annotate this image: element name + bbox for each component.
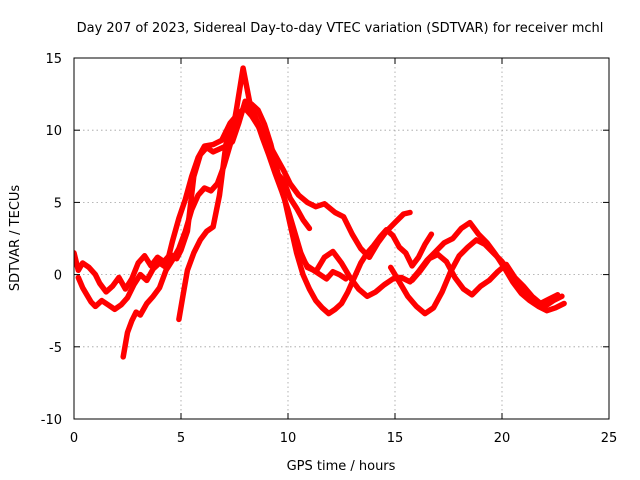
x-tick-label: 25 xyxy=(601,431,618,446)
y-tick-label: 0 xyxy=(54,269,62,284)
series-satellite-track-2 xyxy=(75,105,413,313)
x-tick-label: 0 xyxy=(70,431,78,446)
plot-frame xyxy=(73,57,610,420)
x-tick-label: 10 xyxy=(280,431,297,446)
y-tick-label: -5 xyxy=(49,341,62,356)
x-tick-label: 20 xyxy=(494,431,511,446)
y-axis-label: SDTVAR / TECUs xyxy=(8,185,23,292)
axis-ticks: 0 5 10 15 20 25 -10 -5 0 5 10 15 xyxy=(41,52,618,446)
series-satellite-track-7 xyxy=(409,251,561,307)
series-group xyxy=(74,65,567,360)
y-tick-label: 10 xyxy=(45,124,62,139)
grid xyxy=(74,58,609,419)
x-tick-label: 15 xyxy=(387,431,404,446)
series-satellite-track-3 xyxy=(120,65,349,360)
chart-title: Day 207 of 2023, Sidereal Day-to-day VTE… xyxy=(77,21,604,36)
x-tick-label: 5 xyxy=(177,431,185,446)
y-tick-label: 5 xyxy=(54,196,62,211)
series-satellite-track-4 xyxy=(176,101,435,323)
y-tick-label: -10 xyxy=(41,413,62,428)
x-axis-label: GPS time / hours xyxy=(287,459,396,474)
y-tick-label: 15 xyxy=(45,52,62,67)
